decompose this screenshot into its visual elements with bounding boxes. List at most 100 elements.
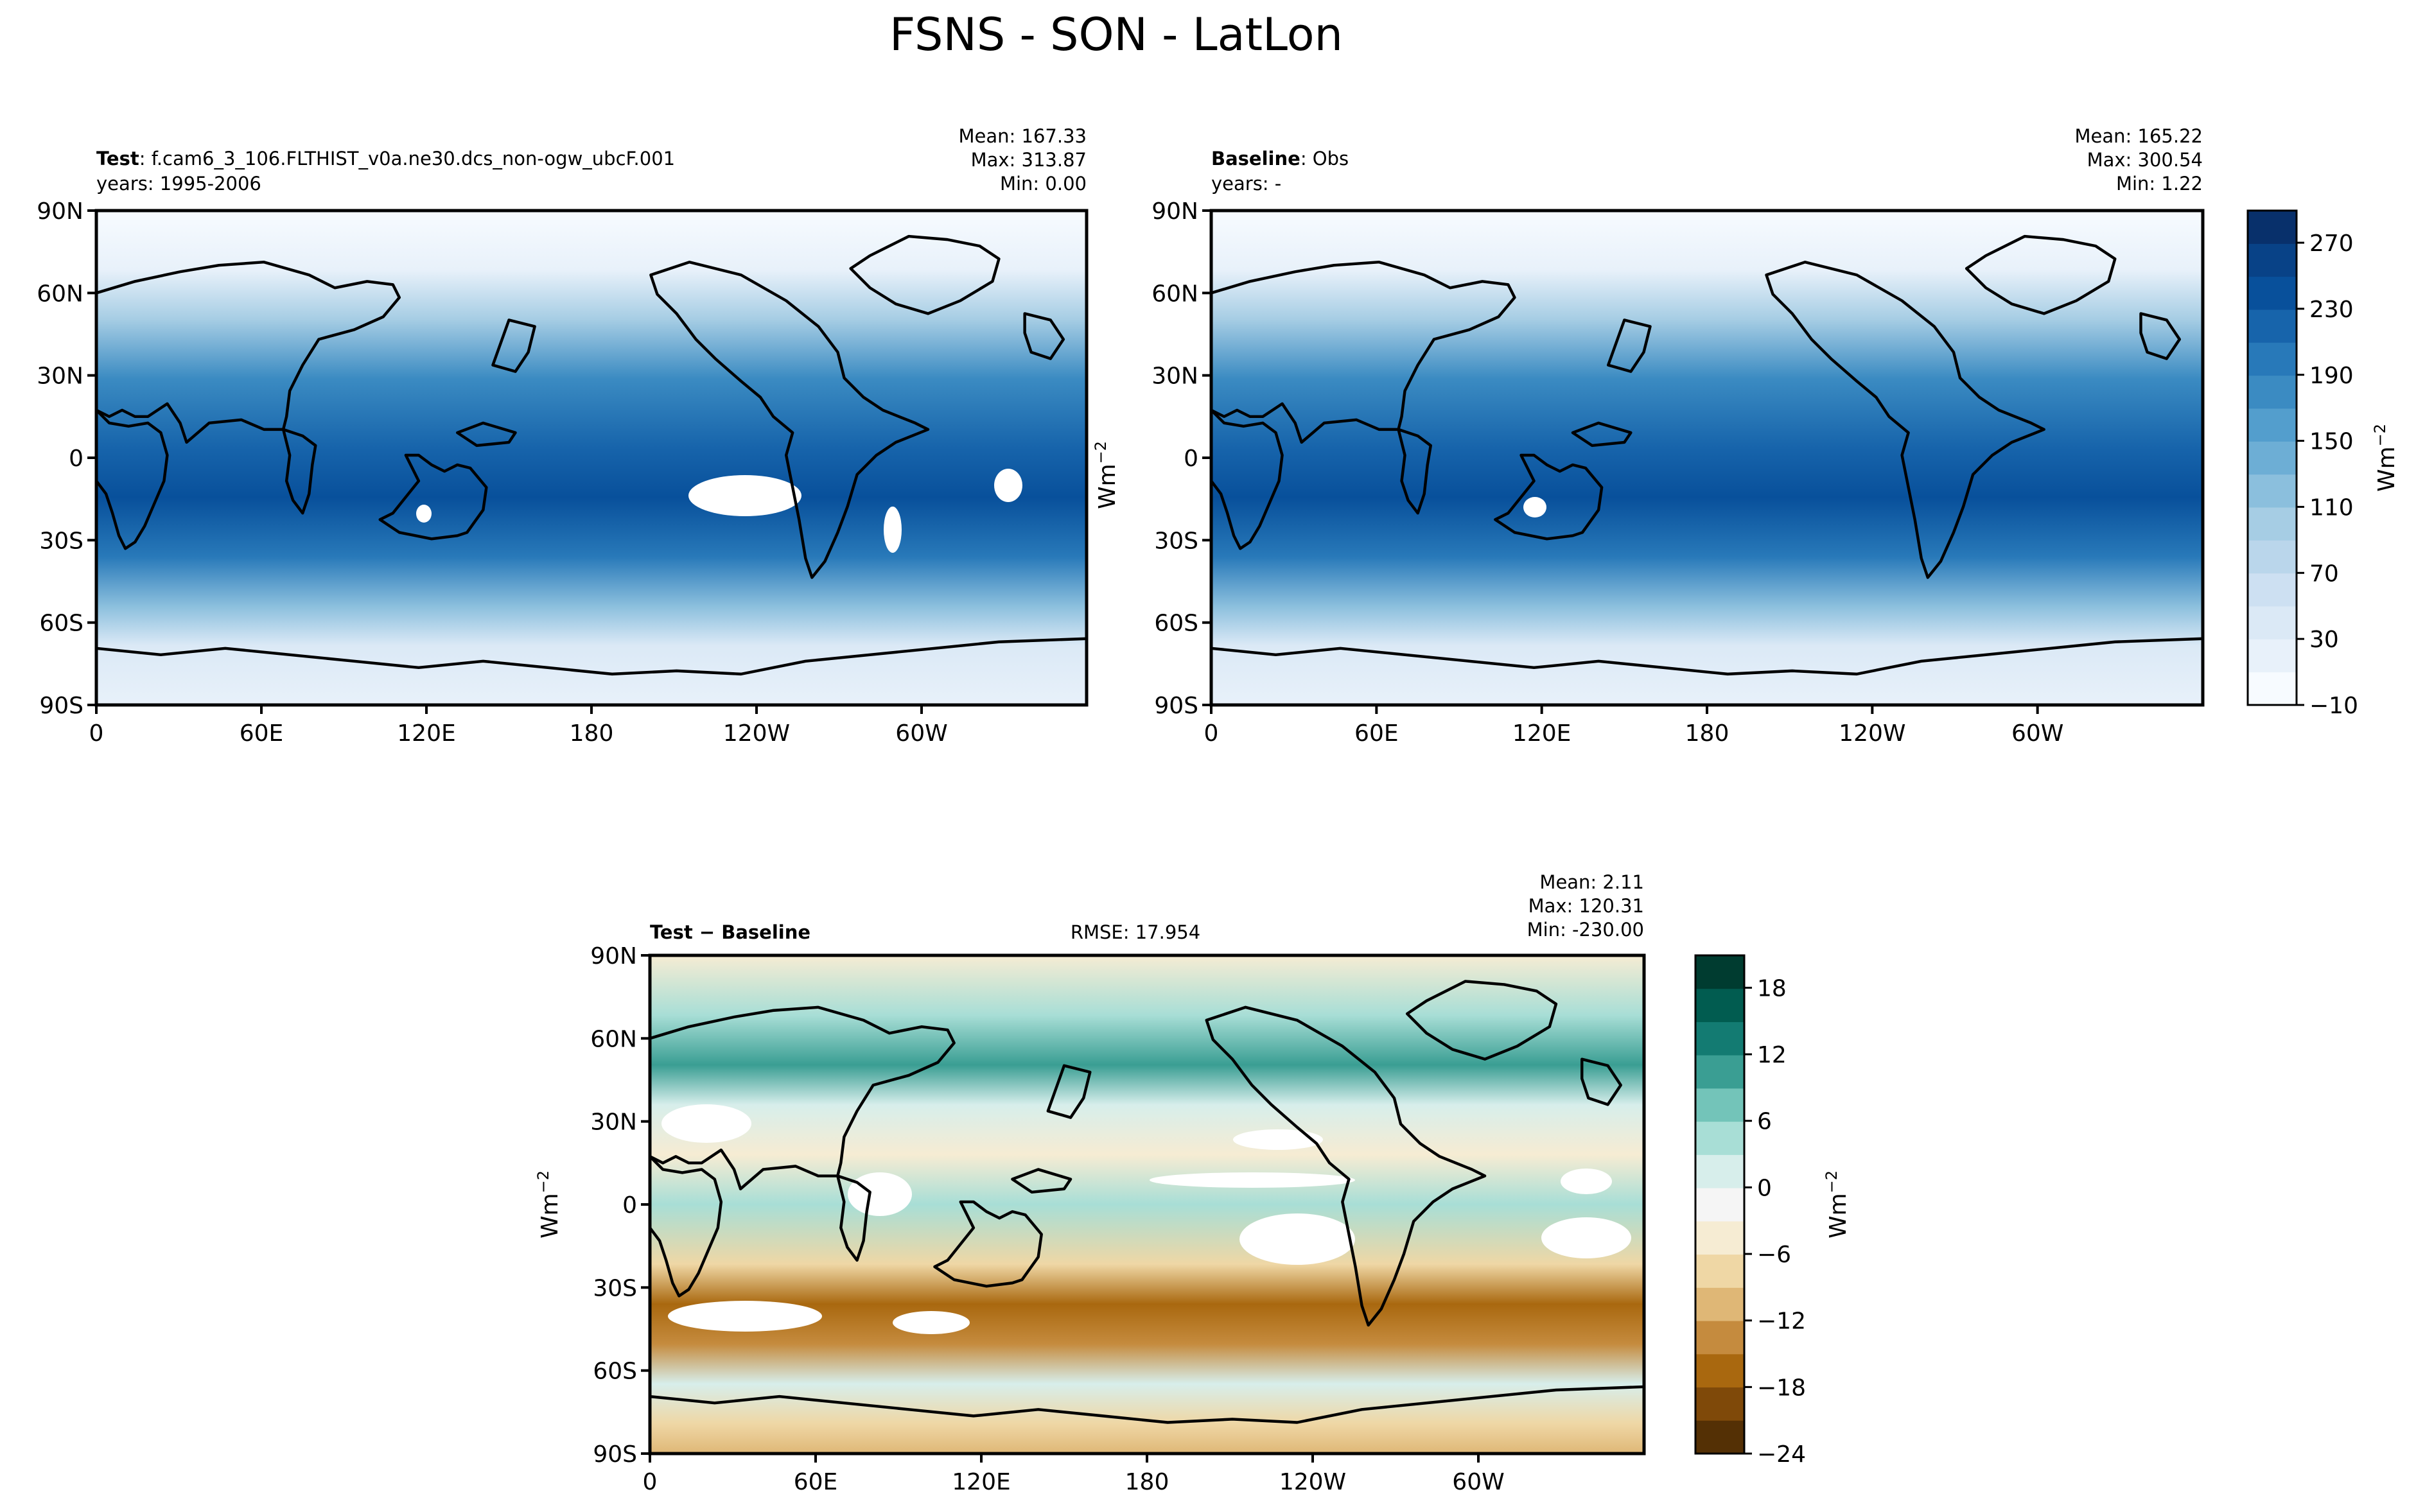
panel-baseline-overlays (1523, 497, 1546, 517)
x-tick-label: 180 (1125, 1469, 1169, 1495)
x-tick-label: 120W (1839, 720, 1905, 747)
x-tick-label: 180 (1685, 720, 1729, 747)
colorbar-tick-label: −6 (1757, 1242, 1791, 1268)
colorbar-swatch (1695, 1387, 1744, 1421)
panel-test-stat-min: Min: 0.00 (1000, 173, 1087, 195)
y-tick-label: 30N (590, 1109, 637, 1136)
x-tick-label: 0 (643, 1469, 658, 1495)
panel-difference-missing-region (1561, 1169, 1612, 1194)
colorbar-tick-label: −18 (1757, 1375, 1806, 1401)
y-tick-label: 90S (39, 693, 83, 719)
colorbar-swatch (1695, 1353, 1744, 1388)
panel-test: Mean: 167.33 Max: 313.87 Min: 0.00 Test:… (37, 125, 1089, 747)
panel-difference-missing-region (1233, 1129, 1323, 1150)
x-tick-label: 0 (1204, 720, 1219, 747)
colorbar-swatch (2248, 309, 2297, 343)
colorbar-swatch (2248, 507, 2297, 541)
panel-test-missing-region (688, 475, 801, 516)
panel-test-missing-region (994, 469, 1022, 502)
y-tick-label: 60S (1154, 611, 1198, 637)
colorbar-difference: 18 12 6 0 −6 −12 −18 −24 (1694, 954, 1806, 1468)
x-tick-label: 60W (895, 720, 947, 747)
panel-baseline-y-ticks: 90N 60N 30N 0 30S 60S 90S (1151, 198, 1211, 719)
top-ylabel: Wm−2 (1092, 441, 1121, 509)
colorbar-tick-label: 270 (2309, 230, 2354, 257)
y-tick-label: 60N (1151, 281, 1198, 307)
panel-test-overlays (416, 469, 1022, 553)
panel-baseline-stat-max: Max: 300.54 (2087, 149, 2203, 171)
x-tick-label: 60W (2011, 720, 2063, 747)
y-tick-label: 90N (590, 943, 637, 969)
colorbar-swatch (2248, 243, 2297, 277)
colorbar-swatch (2248, 375, 2297, 409)
panel-difference-missing-region (893, 1311, 970, 1334)
y-tick-label: 60N (37, 281, 83, 307)
y-tick-label: 0 (69, 446, 83, 472)
x-tick-label: 60E (794, 1469, 838, 1495)
colorbar-tick-label: 0 (1757, 1175, 1772, 1201)
colorbar-swatch (2248, 672, 2297, 706)
x-tick-label: 60W (1452, 1469, 1504, 1495)
y-tick-label: 30S (593, 1275, 637, 1301)
panel-difference-field (650, 955, 1644, 1454)
panel-difference-overlays (661, 1104, 1631, 1334)
y-tick-label: 60S (593, 1359, 637, 1385)
colorbar-tick-label: 110 (2309, 494, 2354, 521)
y-tick-label: 60S (39, 611, 83, 637)
x-tick-label: 120W (1279, 1469, 1346, 1495)
colorbar-swatch (2248, 474, 2297, 508)
panel-test-label: Test: f.cam6_3_106.FLTHIST_v0a.ne30.dcs_… (96, 148, 675, 169)
colorbar-swatch (1695, 1088, 1744, 1122)
colorbar-swatch (1695, 1055, 1744, 1089)
panel-difference-x-ticks: 0 60E 120E 180 120W 60W (643, 1454, 1505, 1495)
x-tick-label: 60E (240, 720, 284, 747)
colorbar-swatch (2248, 276, 2297, 310)
panel-difference-missing-region (1239, 1213, 1355, 1265)
colorbar-tick-label: 12 (1757, 1042, 1787, 1068)
panel-test-y-ticks: 90N 60N 30N 0 30S 60S 90S (37, 198, 96, 719)
panel-baseline-x-ticks: 0 60E 120E 180 120W 60W (1204, 705, 2063, 747)
panel-difference: Mean: 2.11 Max: 120.31 Min: -230.00 Test… (590, 871, 1646, 1495)
colorbar-swatch (2248, 342, 2297, 376)
colorbar-tick-label: 6 (1757, 1109, 1772, 1135)
panel-difference-missing-region (848, 1172, 912, 1216)
panel-difference-stat-max: Max: 120.31 (1528, 895, 1644, 917)
colorbar-tick-label: −12 (1757, 1308, 1806, 1335)
colorbar-swatch (1695, 1254, 1744, 1288)
colorbar-swatch (2248, 606, 2297, 639)
x-tick-label: 120E (397, 720, 455, 747)
panel-baseline: Mean: 165.22 Max: 300.54 Min: 1.22 Basel… (1151, 125, 2205, 747)
panel-difference-missing-region (1541, 1217, 1631, 1258)
panel-difference-missing-region (668, 1301, 822, 1332)
colorbar-swatch (1695, 1420, 1744, 1454)
colorbar-swatch (1695, 1188, 1744, 1222)
panel-test-field (96, 211, 1087, 705)
colorbar-swatch (2248, 540, 2297, 574)
difference-ylabel: Wm−2 (534, 1170, 563, 1238)
y-tick-label: 30N (37, 363, 83, 390)
panel-difference-missing-region (661, 1104, 751, 1143)
panel-test-missing-region (884, 507, 902, 553)
colorbar-swatch (1695, 1021, 1744, 1056)
panel-difference-stat-min: Min: -230.00 (1527, 919, 1644, 941)
x-tick-label: 60E (1354, 720, 1399, 747)
y-tick-label: 0 (622, 1192, 637, 1219)
panel-difference-label: Test − Baseline (650, 921, 810, 943)
y-tick-label: 0 (1184, 446, 1198, 472)
colorbar-blues: 270 230 190 150 110 70 30 −10 (2246, 209, 2358, 719)
x-tick-label: 0 (89, 720, 104, 747)
panel-test-x-ticks: 0 60E 120E 180 120W 60W (89, 705, 948, 747)
colorbar-swatch (2248, 573, 2297, 607)
colorbar-swatch (2248, 211, 2297, 244)
y-tick-label: 30S (1154, 528, 1198, 554)
panel-baseline-label: Baseline: Obs (1211, 148, 1349, 169)
x-tick-label: 120E (952, 1469, 1010, 1495)
y-tick-label: 30S (39, 528, 83, 554)
colorbar-swatch (1695, 1121, 1744, 1155)
colorbar-swatch (1695, 1221, 1744, 1255)
colorbar-swatch (1695, 955, 1744, 989)
colorbar-tick-label: 18 (1757, 975, 1787, 1002)
panel-baseline-years: years: - (1211, 173, 1281, 195)
panel-test-stat-mean: Mean: 167.33 (959, 125, 1087, 147)
